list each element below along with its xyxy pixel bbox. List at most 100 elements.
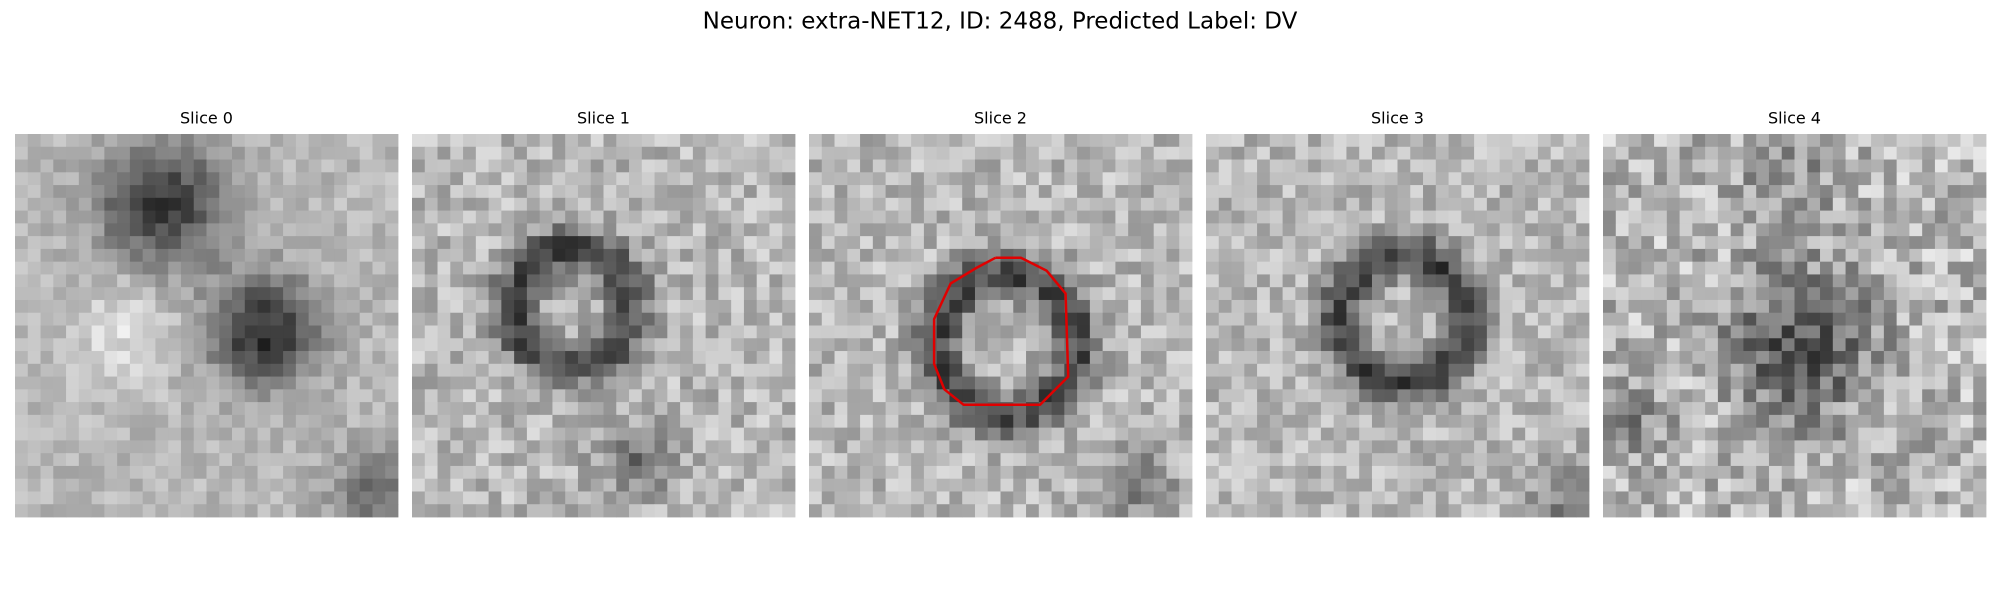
pixel (577, 312, 592, 326)
pixel (1371, 414, 1386, 429)
pixel (1064, 236, 1078, 250)
pixel (1308, 478, 1322, 492)
pixel (412, 338, 426, 352)
pixel (577, 299, 592, 314)
pixel (129, 159, 144, 173)
pixel (821, 363, 835, 377)
pixel (1244, 491, 1258, 505)
pixel (1089, 146, 1104, 160)
pixel (1179, 172, 1193, 186)
pixel (1896, 338, 1910, 352)
pixel (1628, 210, 1642, 224)
pixel (629, 274, 643, 288)
pixel (756, 287, 770, 301)
pixel (1282, 223, 1296, 237)
pixel (1486, 351, 1501, 365)
pixel (1102, 185, 1116, 199)
pixel (539, 134, 553, 148)
pixel (1550, 210, 1564, 224)
pixel (1244, 210, 1258, 224)
pixel (1525, 325, 1539, 339)
pixel (1269, 504, 1283, 518)
pixel (809, 312, 823, 326)
pixel (1550, 465, 1564, 480)
pixel (603, 172, 617, 186)
pixel (1128, 210, 1142, 224)
pixel (424, 312, 438, 326)
pixel (1934, 414, 1949, 429)
pixel (1781, 389, 1795, 403)
pixel (1166, 351, 1180, 365)
pixel (488, 185, 502, 199)
pixel (385, 453, 399, 467)
pixel (885, 440, 899, 454)
pixel (463, 389, 477, 403)
pixel (756, 274, 770, 288)
pixel (872, 465, 886, 480)
pixel (1077, 351, 1091, 365)
pixel (718, 172, 732, 186)
pixel (1448, 248, 1462, 263)
pixel (206, 185, 220, 199)
pixel (1896, 427, 1910, 441)
pixel (1410, 172, 1424, 186)
pixel (718, 376, 732, 390)
pixel (437, 312, 451, 326)
pixel (437, 197, 451, 211)
pixel (1896, 134, 1910, 148)
pixel (129, 134, 144, 148)
pixel (488, 312, 502, 326)
pixel (66, 223, 80, 237)
pixel (463, 159, 477, 173)
pixel (577, 338, 592, 352)
pixel (616, 465, 630, 480)
pixel (15, 146, 29, 160)
pixel (603, 504, 617, 518)
pixel (782, 287, 796, 301)
pixel (1883, 134, 1898, 148)
pixel (295, 402, 310, 416)
pixel (911, 338, 925, 352)
pixel (680, 248, 694, 263)
pixel (1717, 491, 1732, 505)
pixel (66, 236, 80, 250)
pixel (27, 478, 41, 492)
pixel (834, 440, 848, 454)
pixel (949, 261, 963, 275)
pixel (117, 159, 131, 173)
pixel (769, 491, 783, 505)
pixel (283, 351, 297, 365)
pixel (1179, 440, 1193, 454)
pixel (1206, 236, 1220, 250)
pixel (1013, 414, 1027, 429)
pixel (1666, 440, 1680, 454)
pixel (1628, 402, 1642, 416)
pixel (962, 197, 976, 211)
pixel (860, 159, 874, 173)
pixel (1525, 210, 1539, 224)
pixel (872, 248, 886, 263)
pixel (1512, 299, 1526, 314)
pixel (1140, 363, 1155, 377)
pixel (834, 287, 848, 301)
pixel (412, 427, 426, 441)
pixel (847, 389, 861, 403)
pixel (1768, 465, 1783, 480)
pixel (1089, 453, 1104, 467)
pixel (193, 197, 207, 211)
pixel (1934, 274, 1949, 288)
pixel (1628, 312, 1642, 326)
pixel (1102, 299, 1116, 314)
pixel (731, 287, 745, 301)
pixel (898, 351, 912, 365)
pixel (1308, 236, 1322, 250)
pixel (155, 478, 169, 492)
pixel (334, 197, 348, 211)
pixel (1179, 376, 1193, 390)
pixel (475, 197, 489, 211)
pixel (1563, 134, 1577, 148)
pixel (1641, 210, 1655, 224)
pixel (1499, 223, 1513, 237)
pixel (911, 478, 925, 492)
pixel (565, 338, 579, 352)
